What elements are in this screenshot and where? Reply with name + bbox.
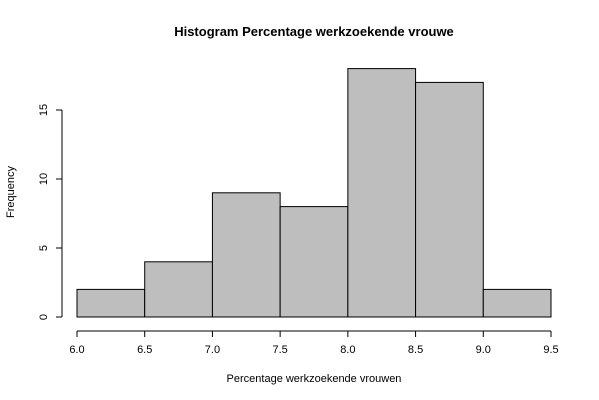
y-axis-label: Frequency	[5, 166, 17, 218]
y-axis: 0 5 10 15	[38, 104, 63, 320]
histogram-bar-2	[144, 261, 213, 318]
y-tick-label: 15	[38, 104, 50, 116]
x-axis-label: Percentage werkzoekende vrouwen	[227, 373, 402, 385]
histogram-bar-4	[279, 206, 349, 318]
y-tick-label: 10	[38, 173, 50, 185]
x-tick-label: 6.5	[137, 344, 152, 356]
histogram-bar-5	[347, 68, 417, 318]
y-tick-label: 0	[38, 314, 50, 320]
histogram-bar-6	[415, 81, 484, 318]
x-tick-label: 9.0	[476, 344, 491, 356]
x-tick-label: 8.0	[340, 344, 355, 356]
chart-title: Histogram Percentage werkzoekende vrouwe	[174, 24, 454, 39]
histogram-bar-1	[76, 288, 146, 318]
x-tick-label: 8.5	[408, 344, 423, 356]
y-tick-label: 5	[38, 245, 50, 251]
histogram-bar-7	[482, 288, 552, 318]
x-tick-label: 9.5	[543, 344, 558, 356]
histogram-bar-3	[211, 192, 281, 318]
x-tick-label: 7.5	[272, 344, 287, 356]
x-tick-label: 7.0	[205, 344, 220, 356]
x-tick-label: 6.0	[69, 344, 84, 356]
x-axis: 6.0 6.5 7.0 7.5 8.0 8.5 9.0 9.5	[69, 330, 559, 356]
bars-group	[76, 68, 552, 318]
